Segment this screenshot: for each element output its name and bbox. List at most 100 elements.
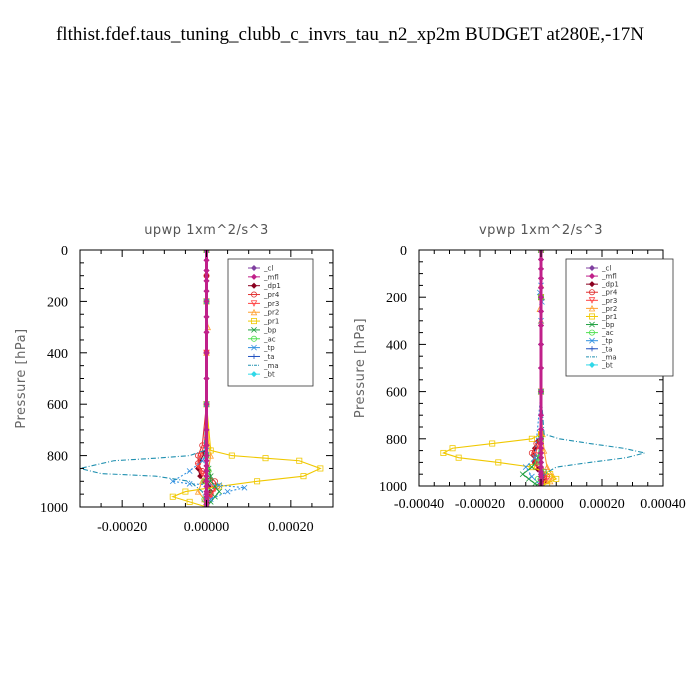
upwp-panel: upwp 1xm^2/s^3 Pressure [hPa] 0 200 400 600 80…: [14, 223, 334, 535]
legend-item: _pr4: [248, 291, 280, 299]
x-tick-label: 0.00020: [268, 520, 314, 535]
legend-label: _dp1: [601, 281, 619, 289]
y-tick-label: 800: [47, 450, 68, 465]
data-point-bp: [519, 471, 526, 478]
data-point-mfl: [537, 256, 545, 263]
plot-area: [440, 250, 645, 486]
data-point-bp: [216, 488, 223, 495]
legend-item: _tp: [586, 337, 613, 345]
data-point-tp: [186, 468, 193, 474]
legend-item: _mfl: [586, 273, 617, 281]
data-point-mfl: [537, 388, 545, 395]
data-point-mfl: [203, 442, 210, 449]
data-point-mfl: [537, 308, 545, 315]
y-tick-label: 1000: [40, 501, 68, 516]
legend-label: _ma: [601, 353, 617, 361]
data-point-mfl: [203, 426, 210, 433]
legend-item: _bt: [248, 371, 275, 379]
legend-item: _ac: [248, 335, 276, 343]
data-point-pr1: [440, 449, 447, 456]
data-point-pr1: [207, 447, 214, 454]
y-tick-label: 400: [47, 347, 68, 362]
legend-item: _bp: [586, 321, 615, 329]
legend-marker: [250, 264, 258, 272]
legend-label: _ma: [263, 362, 279, 370]
data-point-tp: [216, 482, 223, 489]
legend-marker: [589, 337, 595, 344]
data-point-mfl: [537, 275, 545, 282]
data-point-mfl: [537, 426, 545, 433]
legend-item: _pr3: [586, 297, 617, 305]
x-tick-label: 0.00020: [579, 497, 625, 512]
data-point-tp: [186, 480, 193, 487]
legend-label: _pr4: [601, 289, 618, 297]
data-point-pr1: [216, 483, 223, 490]
data-point-pr1: [528, 435, 535, 442]
data-point-mfl: [537, 412, 545, 419]
legend-item: _pr4: [586, 289, 618, 297]
data-point-bp: [207, 473, 214, 480]
y-tick-label: 600: [47, 398, 68, 413]
legend-item: _ma: [586, 353, 617, 361]
legend-item: _bp: [248, 326, 277, 334]
y-tick-label: 800: [386, 433, 407, 448]
x-tick-label: -0.00040: [394, 497, 444, 512]
legend: _cl_mfl_dp1_pr4_pr3_pr2_pr1_bp_ac_tp_ta_…: [565, 258, 674, 377]
legend-label: _ta: [601, 345, 613, 353]
vpwp-panel: vpwp 1xm^2/s^3 Pressure [hPa] 0 200 400 600 80…: [353, 223, 686, 512]
legend-item: _bt: [586, 361, 613, 369]
legend-item: _cl: [586, 265, 611, 273]
data-point-mfl: [203, 267, 210, 274]
legend-marker: [250, 371, 258, 378]
legend-marker: [588, 297, 596, 304]
legend-label: _bp: [601, 321, 615, 329]
panel-title: vpwp 1xm^2/s^3: [479, 223, 603, 238]
data-point-pr1: [300, 473, 307, 480]
data-point-mfl: [203, 257, 210, 264]
legend-marker: [250, 282, 258, 289]
legend-label: _pr2: [263, 309, 279, 317]
series-mfl: [537, 250, 545, 486]
data-point-mfl: [203, 288, 210, 295]
data-point-pr2: [540, 447, 548, 454]
y-tick-label: 400: [386, 338, 407, 353]
x-tick-label: 0.00000: [184, 520, 230, 535]
data-point-bp: [532, 480, 538, 486]
legend-label: _bt: [263, 371, 275, 379]
legend-label: _cl: [601, 265, 611, 273]
data-point-mfl: [537, 364, 545, 372]
data-point-mfl: [203, 313, 210, 320]
data-point-mfl: [203, 401, 210, 408]
data-point-mfl: [537, 294, 545, 301]
legend-label: _dp1: [263, 282, 281, 290]
legend-item: _mfl: [248, 273, 279, 281]
data-point-pr4: [211, 478, 218, 485]
legend-marker: [588, 273, 596, 280]
legend-item: _pr2: [248, 309, 279, 317]
y-tick-label: 0: [61, 244, 68, 259]
legend-marker: [589, 346, 595, 352]
legend-marker: [250, 318, 257, 325]
legend-item: _ta: [248, 353, 275, 361]
legend-marker: [250, 300, 258, 307]
data-point-pr1: [182, 488, 189, 495]
data-point-pr3: [196, 452, 204, 460]
legend-item: _pr1: [248, 318, 279, 326]
y-tick-label: 1000: [379, 480, 407, 495]
legend-item: _ma: [248, 362, 279, 370]
data-point-mfl: [203, 375, 210, 382]
x-tick-label: 0.00040: [640, 497, 686, 512]
x-tick-label: -0.00020: [455, 497, 505, 512]
data-point-pr1: [169, 493, 176, 500]
legend-label: _ac: [263, 335, 276, 343]
data-point-pr1: [254, 478, 261, 485]
legend-label: _cl: [263, 265, 273, 273]
data-point-tp: [538, 250, 544, 253]
legend: _cl_mfl_dp1_pr4_pr3_pr2_pr1_bp_ac_tp_ta_…: [227, 258, 314, 387]
data-point-pr3: [534, 442, 542, 450]
data-point-mfl: [537, 284, 545, 291]
legend-label: _bp: [263, 326, 277, 334]
data-point-pr1: [296, 457, 303, 464]
legend-marker: [589, 289, 596, 296]
